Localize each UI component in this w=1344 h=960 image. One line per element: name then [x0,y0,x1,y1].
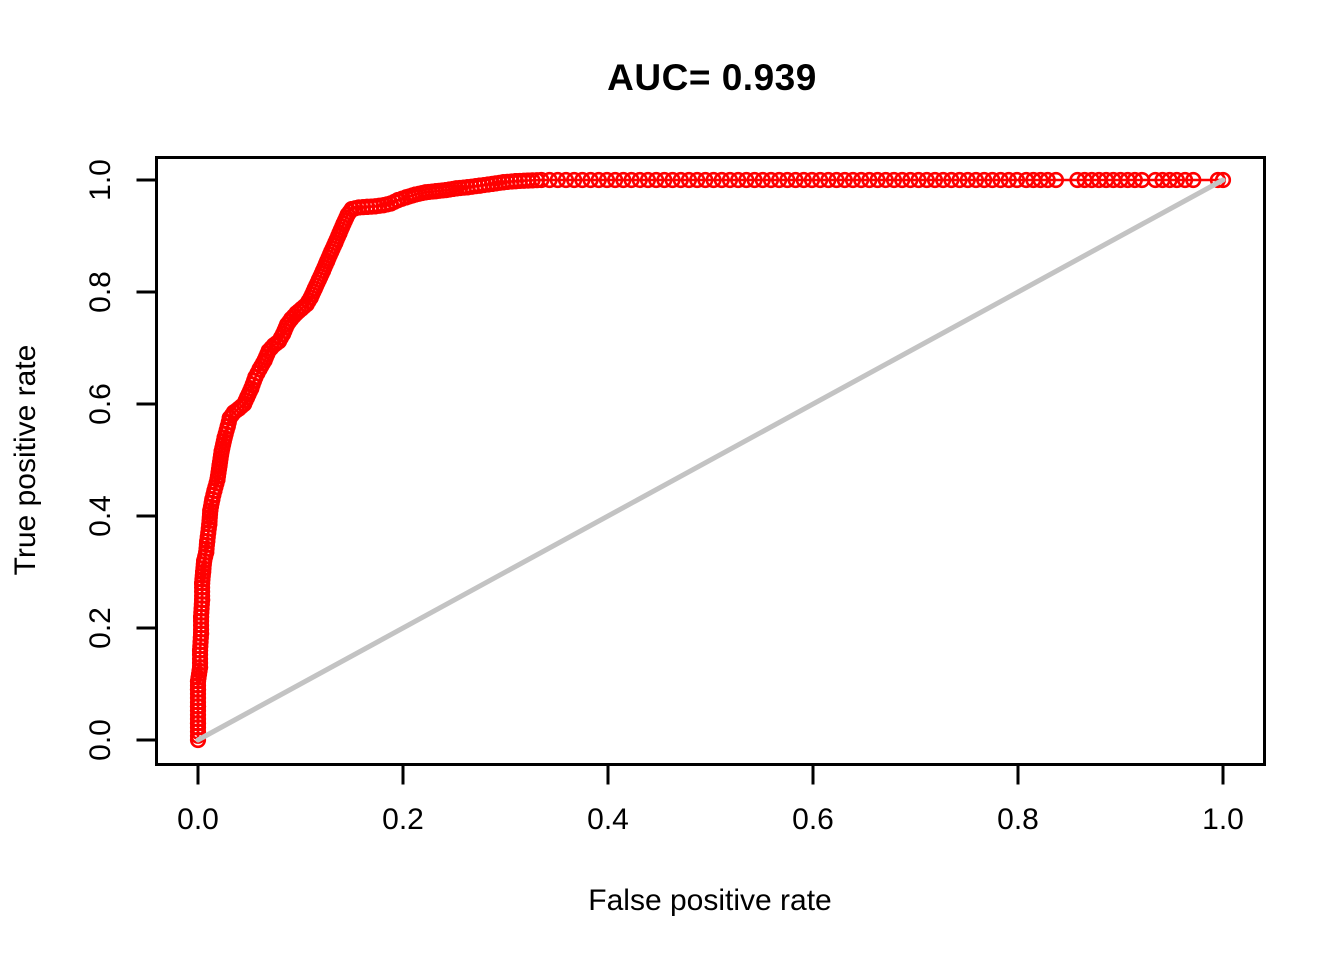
roc-point-marker [557,171,575,189]
roc-point-marker [541,171,558,189]
roc-point-marker [853,171,870,189]
roc-point-marker [721,171,739,189]
roc-point-marker [771,171,788,189]
roc-point-marker [697,171,714,189]
y-axis-title: True positive rate [9,344,42,576]
roc-point-marker [549,171,566,189]
roc-point-marker [533,171,550,189]
roc-point-marker [656,171,673,189]
roc-point-marker [598,171,616,189]
roc-point-marker [746,171,763,189]
roc-point-marker [639,171,657,189]
x-tick-label-1: 0.2 [382,803,424,836]
roc-point-marker [648,171,665,189]
roc-point-marker [869,171,886,189]
roc-point-marker [705,171,722,189]
roc-point-marker [943,171,960,189]
roc-point-marker [1000,171,1017,189]
diagonal-reference-line [195,177,1226,743]
roc-point-marker [885,171,903,189]
roc-point-marker [762,171,780,189]
roc-point-marker [582,171,599,189]
roc-point-marker [689,171,706,189]
roc-point-marker [713,171,730,189]
roc-point-marker [967,171,985,189]
roc-point-marker [894,171,911,189]
plot-box [155,156,1266,766]
roc-point-marker [918,171,935,189]
x-tick-label-3: 0.6 [792,803,834,836]
roc-point-marker [1032,171,1049,189]
roc-point-marker [787,171,804,189]
roc-point-marker [992,171,1009,189]
roc-point-marker [1214,171,1232,189]
roc-point-marker [590,171,607,189]
roc-point-marker [976,171,993,189]
roc-point-marker [664,171,681,189]
y-tick-label-1: 0.2 [84,607,117,649]
roc-point-marker [680,171,698,189]
roc-point-marker [754,171,771,189]
y-tick-label-3: 0.6 [84,383,117,425]
roc-point-marker [1126,171,1143,189]
roc-point-marker [1008,171,1026,189]
roc-point-marker [1185,171,1202,189]
roc-point-marker [959,171,976,189]
roc-point-marker [1168,171,1185,189]
roc-point-marker [902,171,919,189]
roc-point-marker [795,171,812,189]
roc-point-marker [672,171,689,189]
roc-point-marker [623,171,640,189]
roc-point-marker [566,171,583,189]
plot-title: AUC= 0.939 [607,57,817,98]
y-tick-label-0: 0.0 [84,719,117,761]
roc-point-marker [926,171,944,189]
roc-point-marker [812,171,829,189]
roc-point-marker [615,171,632,189]
roc-point-marker [1047,171,1065,189]
x-tick-label-4: 0.8 [997,803,1039,836]
roc-point-marker [730,171,747,189]
roc-point-marker [984,171,1001,189]
x-axis-title: False positive rate [588,884,832,917]
y-tick-label-2: 0.4 [84,495,117,537]
roc-point-marker [910,171,927,189]
roc-point-marker [574,171,591,189]
roc-point-marker [1039,171,1056,189]
x-tick-label-5: 1.0 [1202,803,1244,836]
roc-point-marker [779,171,796,189]
roc-point-marker [861,171,878,189]
roc-point-marker [631,171,648,189]
y-tick-label-4: 0.8 [84,271,117,313]
roc-point-marker [607,171,624,189]
roc-point-marker [951,171,968,189]
roc-point-marker [820,171,837,189]
roc-point-marker [738,171,755,189]
roc-points [189,171,1232,749]
roc-point-marker [877,171,894,189]
roc-point-marker [828,171,845,189]
roc-point-marker [836,171,853,189]
roc-point-marker [1176,171,1194,189]
x-tick-label-2: 0.4 [587,803,629,836]
roc-point-marker [844,171,862,189]
roc-point-marker [803,171,821,189]
x-tick-label-0: 0.0 [177,803,219,836]
roc-point-marker [1161,171,1178,189]
y-tick-label-5: 1.0 [84,159,117,201]
roc-point-marker [935,171,952,189]
